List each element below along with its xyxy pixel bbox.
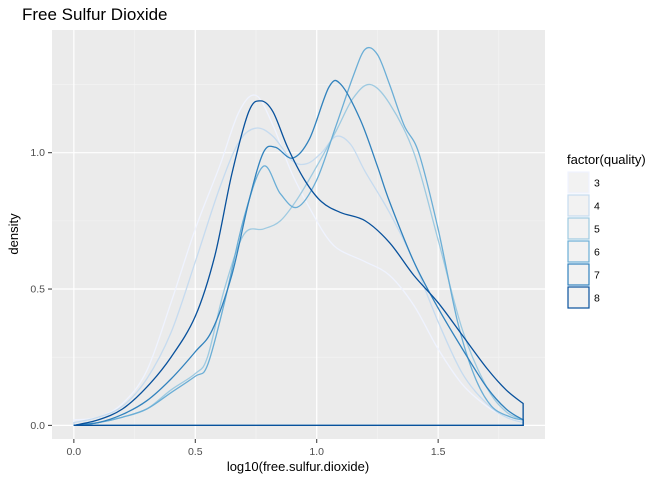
x-axis-ticks: 0.0 0.5 1.0 1.5 (67, 439, 446, 458)
legend-label-8: 8 (594, 293, 600, 305)
legend-label-4: 4 (594, 201, 600, 213)
plot-panel (52, 30, 545, 439)
density-curve-quality-7 (73, 79, 524, 427)
legend-key-3 (567, 171, 590, 194)
legend-key-5 (567, 217, 590, 240)
x-tick-label: 0.0 (67, 446, 82, 458)
y-tick-label: 1.0 (30, 147, 45, 159)
legend-label-6: 6 (594, 247, 600, 259)
x-tick-label: 1.0 (309, 446, 324, 458)
legend: factor(quality) 3 4 5 6 7 8 (567, 152, 646, 309)
x-tick-label: 1.5 (431, 446, 446, 458)
x-axis-title: log10(free.sulfur.dioxide) (227, 459, 369, 474)
y-axis-title: density (6, 213, 21, 255)
density-curve-quality-6 (73, 46, 524, 427)
y-tick-label: 0.0 (30, 420, 45, 432)
y-tick-label: 0.5 (30, 284, 45, 296)
legend-label-7: 7 (594, 270, 600, 282)
legend-label-3: 3 (594, 178, 600, 190)
legend-key-6 (567, 240, 590, 263)
legend-key-4 (567, 194, 590, 217)
legend-key-7 (567, 263, 590, 286)
chart-title: Free Sulfur Dioxide (22, 5, 168, 24)
y-axis-ticks: 0.0 0.5 1.0 (30, 147, 52, 432)
density-curve-quality-8 (73, 100, 524, 427)
legend-key-8 (567, 286, 590, 309)
legend-label-5: 5 (594, 224, 600, 236)
density-series (73, 46, 524, 427)
x-tick-label: 0.5 (188, 446, 203, 458)
density-curve-quality-4 (73, 127, 524, 427)
legend-title: factor(quality) (567, 152, 646, 167)
